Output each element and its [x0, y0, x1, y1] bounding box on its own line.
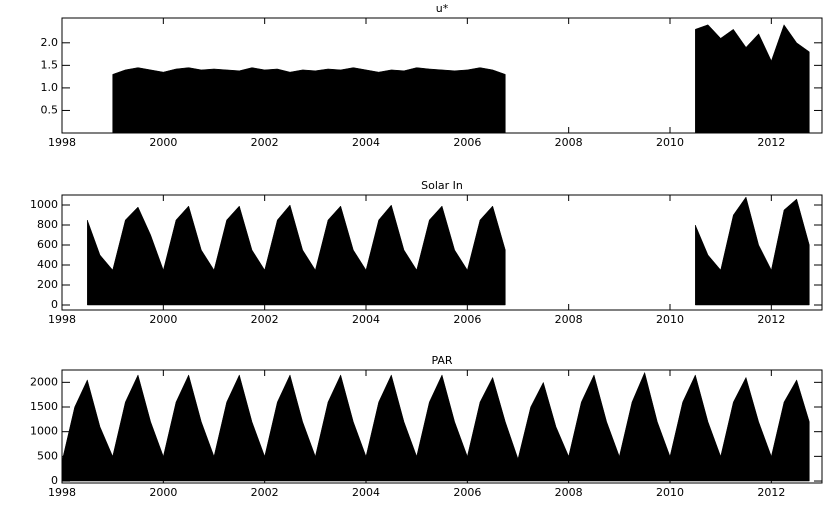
x-tick-label: 1998 [48, 136, 76, 149]
plot-frame [61, 194, 823, 311]
y-tick-label: 800 [37, 218, 58, 231]
x-tick-label: 2012 [757, 136, 785, 149]
x-tick-label: 2008 [555, 486, 583, 499]
x-tick-label: 2010 [656, 136, 684, 149]
y-tick-label: 1.5 [41, 58, 59, 71]
x-tick-label: 2006 [453, 136, 481, 149]
x-tick-label: 2000 [149, 313, 177, 326]
y-tick-label: 1000 [30, 425, 58, 438]
y-tick-label: 2000 [30, 375, 58, 388]
y-tick-label: 1.0 [41, 81, 59, 94]
y-tick-label: 2.0 [41, 36, 59, 49]
x-tick-label: 2010 [656, 486, 684, 499]
x-tick-label: 2000 [149, 136, 177, 149]
x-tick-label: 2002 [251, 136, 279, 149]
data-area [112, 67, 506, 134]
x-tick-label: 2006 [453, 313, 481, 326]
data-area [695, 196, 810, 306]
data-area [695, 24, 810, 134]
y-tick-label: 200 [37, 278, 58, 291]
y-tick-label: 1500 [30, 400, 58, 413]
x-tick-label: 2004 [352, 136, 380, 149]
x-tick-label: 2010 [656, 313, 684, 326]
x-tick-label: 2008 [555, 313, 583, 326]
x-tick-label: 1998 [48, 313, 76, 326]
data-area [87, 204, 506, 306]
panel-title: u* [436, 2, 449, 15]
plot-frame [61, 369, 823, 484]
y-tick-label: 600 [37, 238, 58, 251]
x-tick-label: 2004 [352, 486, 380, 499]
y-tick-label: 500 [37, 449, 58, 462]
y-tick-label: 1000 [30, 198, 58, 211]
x-tick-label: 1998 [48, 486, 76, 499]
x-tick-label: 2012 [757, 486, 785, 499]
x-tick-label: 2002 [251, 486, 279, 499]
y-tick-label: 0 [51, 474, 58, 487]
x-tick-label: 2002 [251, 313, 279, 326]
panel-title: PAR [431, 354, 452, 367]
x-tick-label: 2006 [453, 486, 481, 499]
x-tick-label: 2000 [149, 486, 177, 499]
data-area [61, 371, 810, 482]
x-tick-label: 2008 [555, 136, 583, 149]
x-tick-label: 2012 [757, 313, 785, 326]
x-tick-label: 2004 [352, 313, 380, 326]
y-tick-label: 0 [51, 298, 58, 311]
panel-title: Solar In [421, 179, 463, 192]
y-tick-label: 0.5 [41, 103, 59, 116]
y-tick-label: 400 [37, 258, 58, 271]
